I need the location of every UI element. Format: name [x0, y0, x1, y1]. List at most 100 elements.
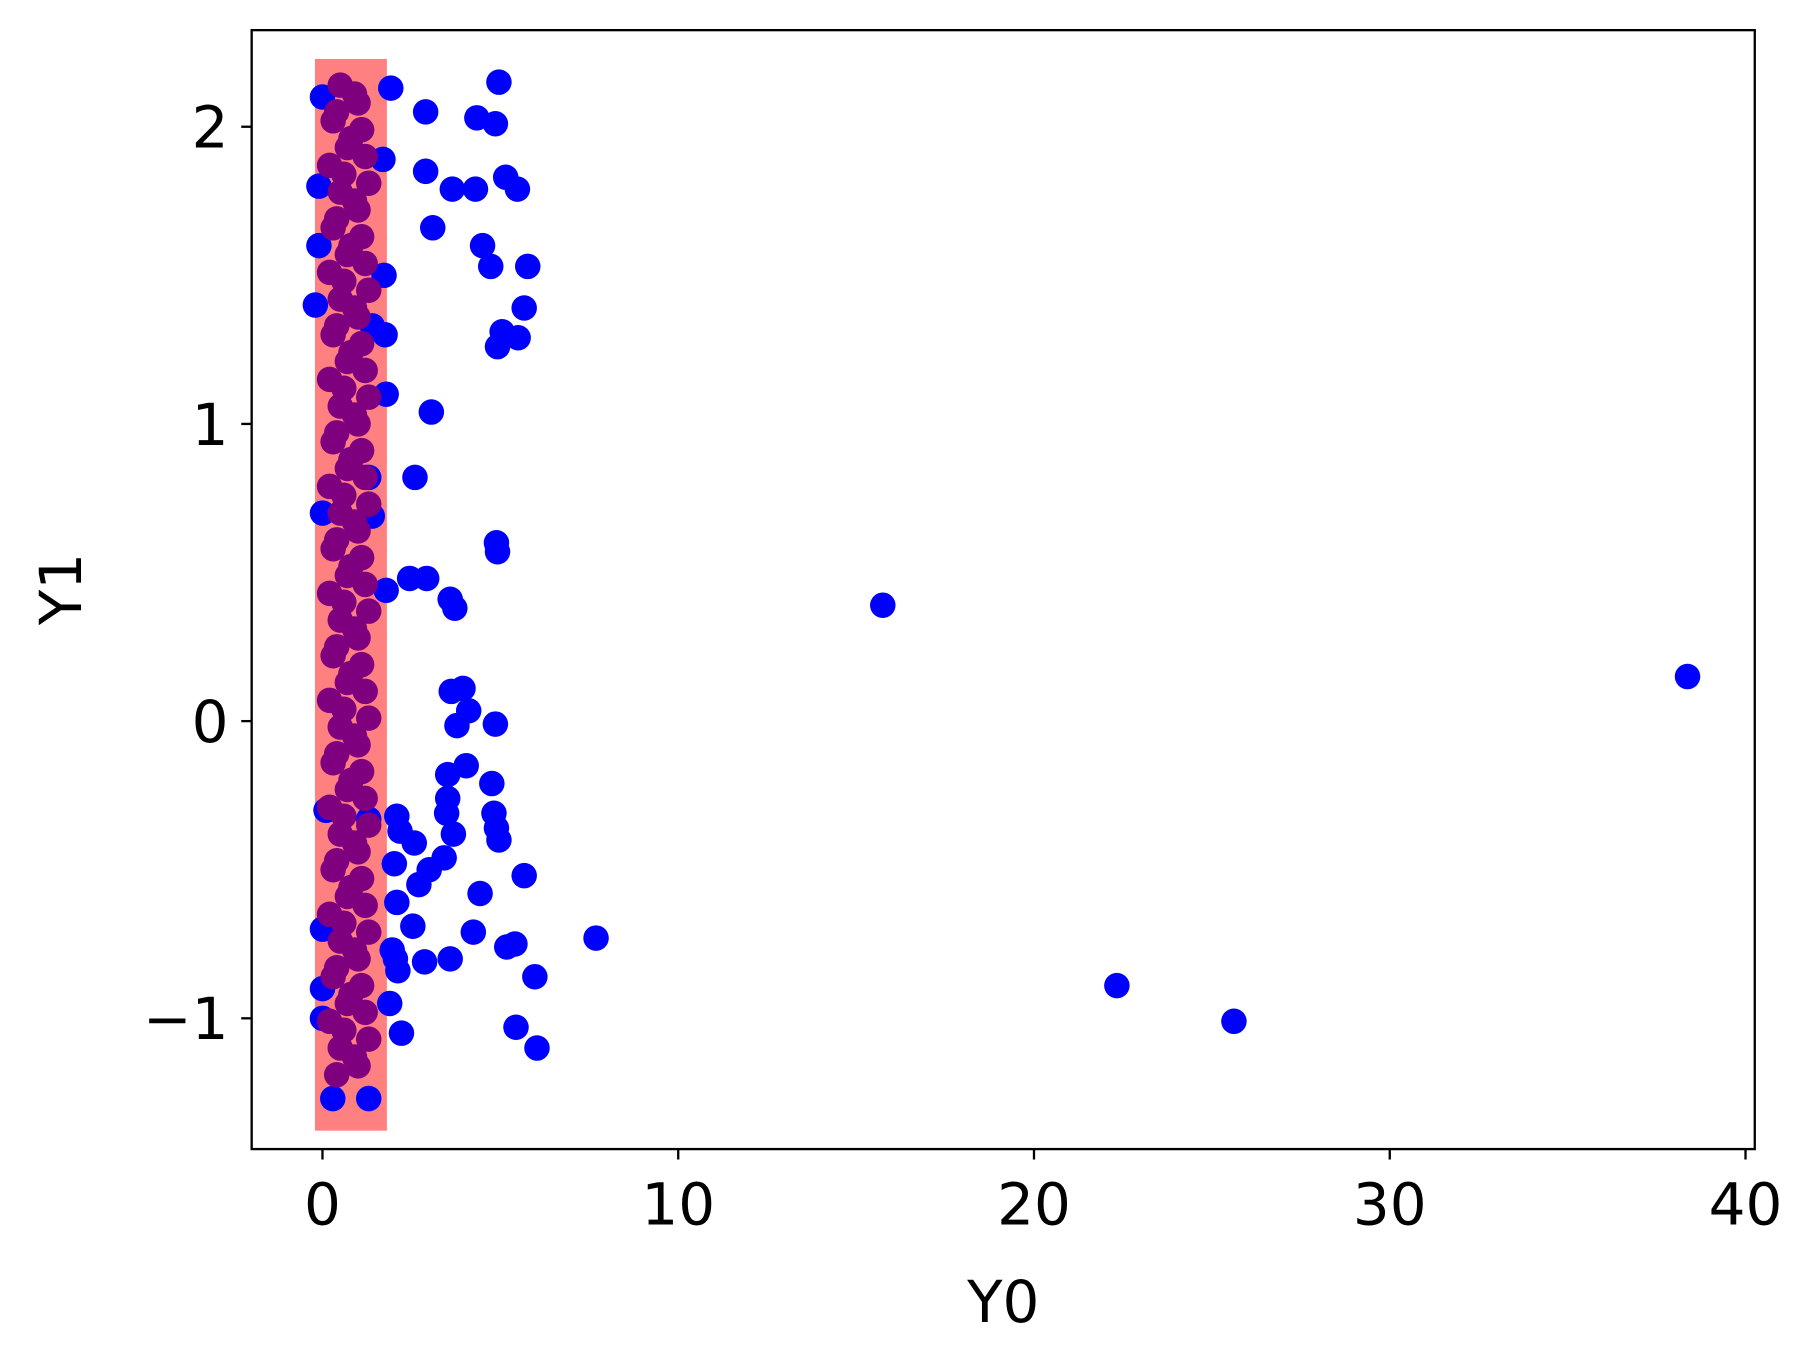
marker — [316, 366, 343, 393]
marker — [418, 399, 445, 425]
marker — [334, 883, 361, 910]
x-tick-label: 40 — [1709, 1170, 1783, 1238]
marker — [348, 116, 375, 143]
marker — [320, 1085, 346, 1112]
marker — [486, 827, 512, 853]
marker — [479, 770, 505, 797]
marker — [323, 527, 350, 553]
marker — [316, 901, 343, 928]
marker — [348, 651, 375, 678]
marker — [505, 324, 531, 351]
marker — [373, 577, 399, 604]
marker — [355, 1026, 382, 1052]
marker — [450, 675, 476, 702]
marker — [309, 500, 336, 526]
marker — [323, 634, 350, 660]
y-axis-label: Y1 — [27, 553, 95, 626]
marker — [341, 402, 368, 428]
marker — [341, 937, 368, 963]
marker — [355, 598, 382, 624]
marker — [384, 889, 410, 916]
marker — [524, 1035, 550, 1061]
marker — [316, 473, 343, 500]
marker — [348, 972, 375, 999]
marker — [334, 241, 361, 268]
marker — [412, 158, 439, 185]
marker — [484, 538, 511, 565]
marker — [316, 152, 343, 179]
marker — [493, 934, 520, 960]
marker — [439, 176, 466, 202]
marker — [355, 384, 382, 410]
marker — [348, 758, 375, 785]
marker — [334, 562, 361, 589]
marker — [486, 69, 512, 95]
marker — [433, 800, 460, 827]
plot-frame — [250, 28, 1756, 1151]
marker — [434, 761, 461, 788]
y-tick-label: 2 — [192, 94, 229, 162]
marker — [522, 963, 548, 990]
marker — [504, 176, 531, 202]
marker — [341, 723, 368, 749]
marker — [482, 111, 509, 137]
marker — [469, 232, 496, 259]
marker — [323, 741, 350, 767]
marker — [316, 1008, 343, 1035]
marker — [401, 830, 428, 856]
x-tick-label: 20 — [997, 1170, 1071, 1238]
marker — [348, 865, 375, 892]
marker — [437, 946, 463, 972]
marker — [323, 848, 350, 874]
marker — [1104, 972, 1130, 999]
marker — [870, 592, 896, 618]
marker — [334, 455, 361, 482]
marker — [511, 295, 537, 321]
marker — [341, 295, 368, 321]
marker — [406, 871, 432, 898]
marker — [503, 1014, 529, 1040]
marker — [323, 955, 350, 981]
marker — [484, 333, 511, 360]
marker — [341, 1044, 368, 1070]
marker — [316, 580, 343, 607]
marker — [341, 81, 368, 107]
marker — [1674, 663, 1701, 690]
marker — [348, 544, 375, 571]
marker — [348, 437, 375, 464]
marker — [306, 232, 332, 259]
marker — [413, 565, 440, 592]
marker — [341, 830, 368, 856]
y-tick-label: 1 — [192, 391, 229, 459]
marker — [323, 1062, 350, 1088]
marker — [341, 616, 368, 642]
marker — [440, 821, 467, 847]
marker — [334, 348, 361, 375]
marker — [378, 75, 404, 101]
marker — [334, 134, 361, 161]
marker — [341, 509, 368, 535]
marker — [460, 919, 487, 945]
marker — [334, 990, 361, 1017]
marker — [316, 687, 343, 714]
marker — [467, 880, 493, 907]
marker — [477, 253, 504, 280]
marker — [341, 188, 368, 214]
marker — [355, 1085, 382, 1112]
marker — [355, 705, 382, 731]
marker — [323, 313, 350, 339]
marker — [442, 595, 468, 621]
marker — [400, 913, 426, 939]
marker — [302, 292, 329, 318]
marker — [355, 812, 382, 838]
marker — [444, 712, 470, 739]
x-tick-label: 0 — [304, 1170, 341, 1238]
marker — [511, 862, 537, 889]
marker — [355, 919, 382, 945]
marker — [381, 851, 408, 877]
marker — [388, 1020, 415, 1046]
x-tick-label: 30 — [1353, 1170, 1427, 1238]
marker — [376, 990, 403, 1017]
marker — [348, 330, 375, 357]
